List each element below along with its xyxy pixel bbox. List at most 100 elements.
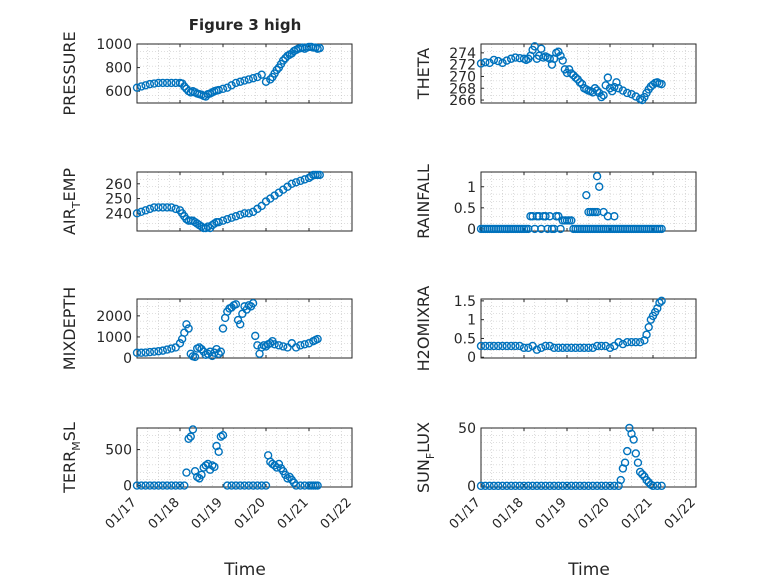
data-point — [145, 79, 155, 89]
data-point — [141, 481, 150, 490]
data-point — [541, 341, 550, 351]
data-point — [223, 214, 232, 224]
data-point — [145, 481, 155, 490]
data-point — [476, 481, 486, 491]
y-tick-label: 1000 — [96, 37, 132, 53]
data-point — [184, 434, 193, 443]
y-tick-label: 0 — [467, 350, 476, 366]
data-point — [300, 340, 309, 349]
data-point — [180, 328, 189, 337]
data-point — [158, 78, 168, 88]
data-point — [610, 82, 619, 92]
y-axis-label: TERRMSL — [60, 422, 83, 494]
data-point — [227, 213, 236, 222]
series-markers — [476, 172, 666, 234]
y-tick-label: 270 — [449, 69, 476, 85]
data-point — [240, 76, 249, 85]
data-point — [532, 481, 542, 491]
y-tick-label: 0.5 — [454, 331, 476, 347]
data-point — [524, 343, 533, 353]
data-point — [182, 320, 191, 329]
data-point — [315, 170, 324, 180]
data-point — [618, 339, 628, 349]
panel-left-4: 01/17 01/18 01/19 01/20 01/21 01/22 0 500 TERRMS… — [60, 422, 355, 532]
data-point — [235, 77, 245, 86]
data-point — [180, 82, 189, 91]
data-point — [558, 481, 567, 491]
data-point — [279, 342, 288, 351]
data-point — [502, 56, 511, 65]
data-point — [162, 345, 172, 354]
y-tick-label: 0.5 — [454, 201, 476, 217]
data-point — [577, 79, 587, 89]
data-point — [244, 481, 254, 490]
data-point — [162, 78, 172, 88]
data-point — [567, 481, 576, 491]
data-point — [283, 343, 292, 352]
y-axis-label: RAINFALL — [414, 164, 433, 239]
data-point — [195, 343, 204, 352]
data-point — [231, 78, 241, 88]
data-point — [528, 481, 537, 491]
data-point — [214, 447, 223, 456]
data-point — [537, 44, 546, 53]
data-point — [231, 481, 241, 490]
data-point — [231, 212, 241, 221]
data-point — [313, 334, 322, 344]
data-point — [257, 481, 266, 490]
data-point — [210, 462, 219, 472]
data-point — [235, 210, 245, 219]
data-point — [145, 347, 155, 357]
data-point — [629, 435, 638, 444]
data-point — [197, 344, 206, 354]
data-point — [537, 481, 546, 491]
data-point — [167, 203, 176, 212]
data-point — [638, 470, 647, 479]
y-tick-label: 0 — [123, 351, 132, 367]
y-tick-label: 2000 — [96, 309, 132, 325]
data-point — [558, 56, 567, 65]
data-point — [582, 190, 591, 200]
data-point — [197, 470, 206, 479]
data-point — [605, 343, 615, 353]
axes-box — [480, 427, 697, 488]
x-tick-label: 01/20 — [576, 495, 613, 532]
axes-box — [136, 298, 353, 359]
data-point — [489, 55, 499, 65]
data-point — [592, 481, 602, 491]
data-point — [511, 53, 520, 62]
data-point — [141, 206, 150, 215]
data-point — [214, 349, 223, 358]
data-point — [502, 481, 511, 491]
data-point — [167, 78, 176, 88]
data-point — [571, 481, 580, 491]
data-point — [485, 341, 494, 351]
data-point — [614, 84, 623, 93]
data-point — [481, 481, 490, 491]
data-point — [184, 324, 193, 333]
grid — [136, 427, 353, 488]
data-point — [640, 92, 649, 102]
data-point — [494, 481, 503, 491]
axes-box — [480, 298, 697, 359]
data-point — [595, 88, 604, 98]
data-point — [571, 343, 580, 353]
data-point — [498, 58, 507, 68]
data-point — [614, 338, 623, 347]
data-point — [240, 481, 249, 490]
data-point — [631, 449, 640, 458]
data-point — [272, 65, 281, 75]
data-point — [244, 75, 254, 84]
data-point — [132, 209, 142, 218]
data-point — [537, 343, 546, 353]
data-point — [554, 343, 563, 353]
data-point — [605, 481, 615, 491]
x-tick-label: 01/21 — [619, 495, 656, 532]
data-point — [253, 72, 262, 82]
y-tick-label: 1 — [467, 313, 476, 329]
data-point — [218, 216, 228, 225]
data-point — [313, 481, 322, 490]
y-axis-label: AIRTEMP — [60, 168, 83, 235]
data-point — [631, 92, 640, 101]
grid — [480, 43, 697, 104]
